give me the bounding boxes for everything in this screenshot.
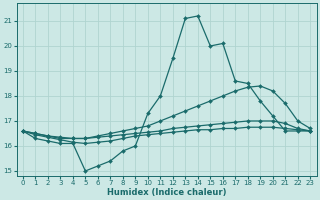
X-axis label: Humidex (Indice chaleur): Humidex (Indice chaleur) (107, 188, 226, 197)
